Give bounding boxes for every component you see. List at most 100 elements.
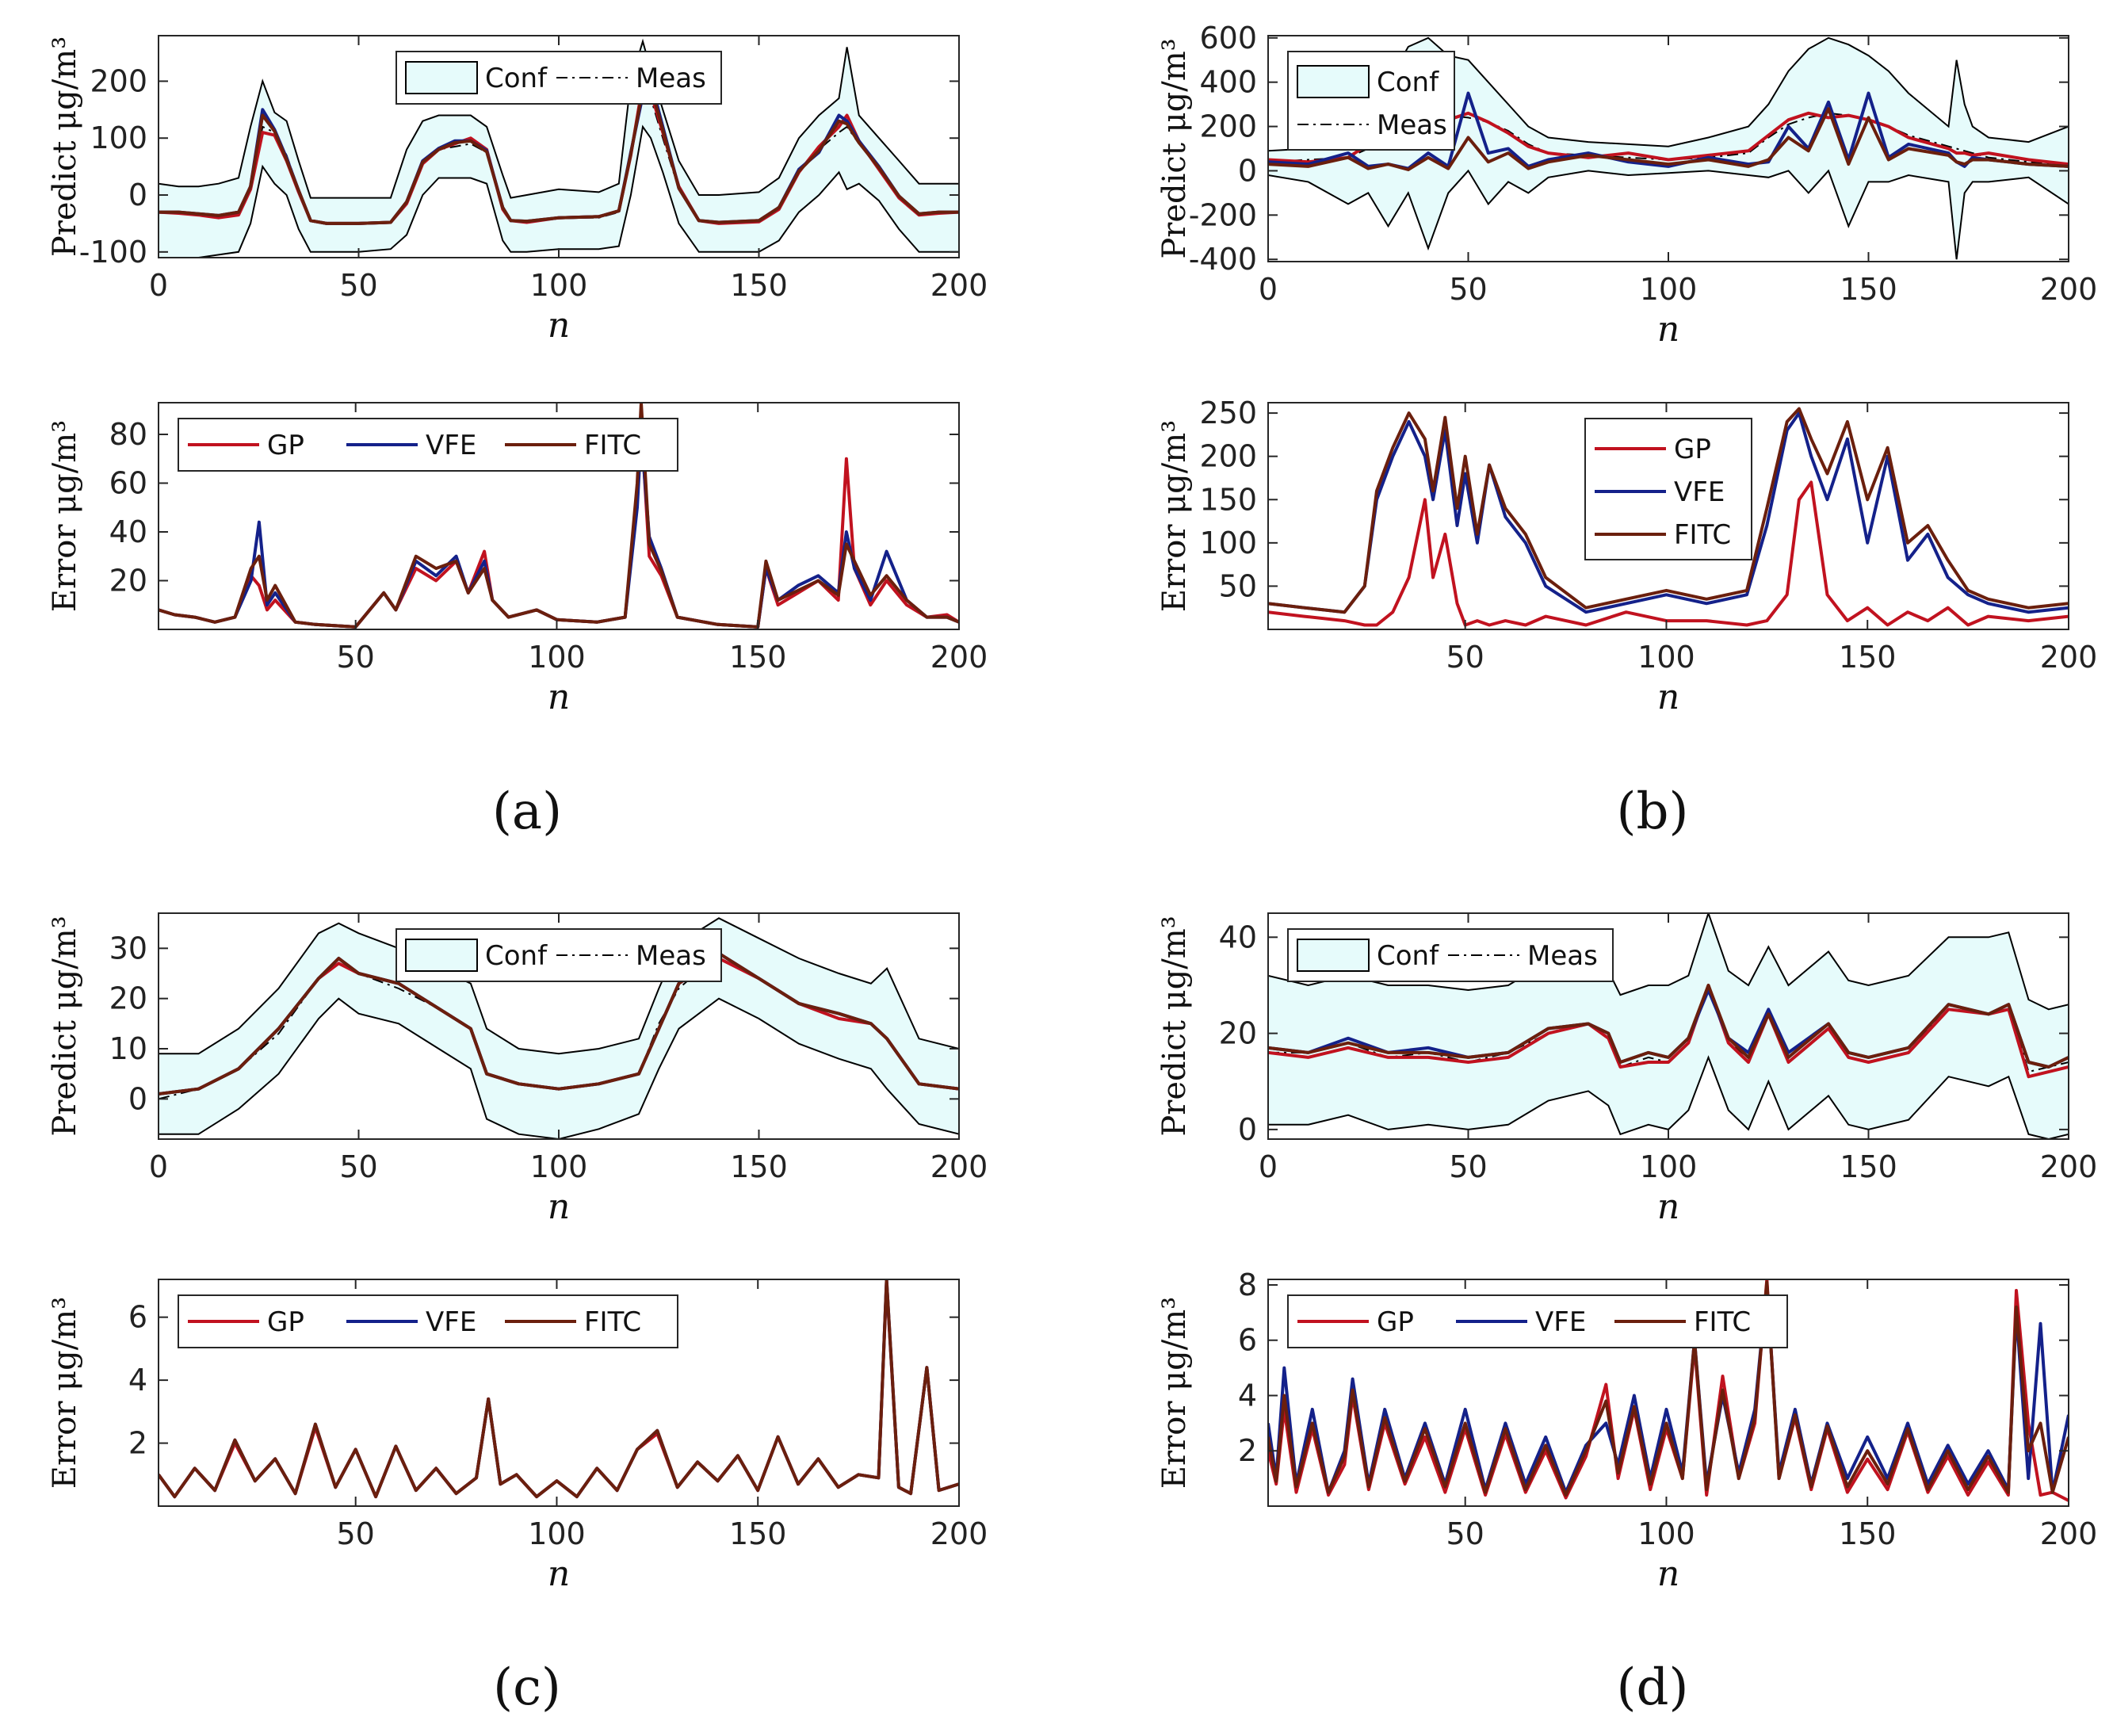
legend-label-meas: Meas — [1527, 940, 1598, 972]
y-tick-label: 4 — [1238, 1378, 1257, 1413]
y-tick-label: 20 — [1219, 1016, 1257, 1051]
legend: Conf Meas — [1287, 928, 1614, 982]
legend-label-conf: Conf — [485, 940, 548, 972]
chart-a-error: 50 100 150 200 20 40 60 80 n Error μg/m³ GP VFE FITC — [47, 402, 988, 717]
legend-swatch-conf — [1297, 65, 1370, 98]
x-tick-label: 50 — [339, 268, 377, 303]
x-tick-label: 100 — [1637, 640, 1695, 675]
x-tick-label: 200 — [930, 1149, 988, 1184]
y-tick-label: 6 — [128, 1300, 147, 1335]
x-tick-label: 100 — [528, 1516, 586, 1551]
legend: Conf Meas — [395, 51, 722, 105]
legend-label-fitc: FITC — [584, 1306, 641, 1338]
legend: GP VFE FITC — [1287, 1294, 1788, 1348]
plot-content — [159, 1279, 959, 1499]
x-tick-label: 100 — [1637, 1516, 1695, 1551]
x-tick-label: 150 — [1839, 640, 1897, 675]
legend-label-vfe: VFE — [426, 430, 476, 461]
legend-label-vfe: VFE — [426, 1306, 476, 1338]
chart-d-error: 50 100 150 200 2 4 6 8 n Error μg/m³ GP VFE FITC — [1156, 1268, 2097, 1594]
series-line-fitc — [159, 1279, 959, 1499]
y-tick-label: 400 — [1199, 65, 1257, 100]
legend-label-conf: Conf — [1377, 940, 1439, 972]
y-tick-label: 0 — [1238, 153, 1257, 188]
y-tick-label: -100 — [79, 235, 147, 270]
x-tick-label: 150 — [729, 640, 787, 675]
legend-label-conf: Conf — [485, 63, 548, 94]
plot-content — [1268, 913, 2069, 1139]
y-tick-label: 0 — [1238, 1112, 1257, 1147]
legend: Conf Meas — [1287, 51, 1455, 151]
series-line-fitc — [1268, 984, 2069, 1069]
y-axis-label: Error μg/m³ — [47, 420, 83, 612]
conf-upper-line — [1268, 913, 2069, 1011]
x-tick-label: 100 — [530, 268, 588, 303]
y-tick-label: 8 — [1238, 1268, 1257, 1302]
y-tick-label: -200 — [1189, 197, 1257, 232]
x-tick-label: 100 — [1640, 272, 1698, 307]
x-tick-label: 150 — [730, 268, 788, 303]
x-tick-label: 100 — [528, 640, 586, 675]
chart-b-predict: 0 50 100 150 200 -400 -200 0 200 400 600 n Predict μ… — [1156, 21, 2097, 350]
plot-content — [1268, 36, 2069, 260]
x-tick-label: 200 — [2040, 1149, 2098, 1184]
y-tick-label: 30 — [109, 931, 147, 966]
conf-band — [159, 41, 959, 258]
legend: GP VFE FITC — [178, 1294, 678, 1348]
chart-d-predict: 0 50 100 150 200 0 20 40 n Predict μg/m³ Conf Meas — [1156, 912, 2098, 1227]
x-tick-label: 50 — [339, 1149, 377, 1184]
legend-label-vfe: VFE — [1535, 1306, 1586, 1338]
panel-label-a: (a) — [492, 782, 562, 841]
series-line-vfe — [1268, 411, 2069, 614]
x-tick-label: 0 — [149, 268, 168, 303]
legend-box — [178, 418, 678, 472]
x-tick-label: 50 — [337, 640, 375, 675]
y-tick-label: 100 — [90, 120, 147, 155]
legend-swatch-conf — [405, 939, 478, 972]
y-axis-label: Predict μg/m³ — [47, 36, 83, 257]
x-tick-label: 200 — [930, 268, 988, 303]
series-line-gp — [1268, 480, 2069, 627]
y-tick-label: 600 — [1199, 21, 1257, 55]
x-tick-label: 50 — [1449, 272, 1487, 307]
x-axis-label: n — [1657, 1554, 1679, 1594]
plot-content — [1268, 1279, 2069, 1502]
panel-label-b: (b) — [1617, 782, 1689, 841]
x-axis-label: n — [548, 677, 570, 717]
y-tick-label: 80 — [109, 417, 147, 452]
x-axis-label: n — [1657, 1187, 1679, 1227]
x-tick-label: 100 — [530, 1149, 588, 1184]
axes-frame — [1267, 402, 2069, 630]
y-tick-label: 200 — [1199, 109, 1257, 144]
y-axis-label: Error μg/m³ — [47, 1297, 83, 1489]
legend-label-fitc: FITC — [1694, 1306, 1751, 1338]
x-axis-label: n — [548, 1554, 570, 1594]
legend: GP VFE FITC — [1584, 418, 1752, 560]
conf-lower-line — [1268, 1055, 2069, 1139]
conf-lower-line — [1268, 169, 2069, 260]
y-tick-label: 10 — [109, 1031, 147, 1066]
x-tick-label: 150 — [730, 1149, 788, 1184]
series-line-fitc — [1268, 407, 2069, 614]
x-tick-label: 50 — [1449, 1149, 1487, 1184]
x-tick-label: 50 — [337, 1516, 375, 1551]
legend-label-fitc: FITC — [1674, 519, 1731, 551]
y-tick-label: 2 — [1238, 1433, 1257, 1468]
x-tick-label: 50 — [1446, 1516, 1484, 1551]
legend: GP VFE FITC — [178, 418, 678, 472]
legend-label-vfe: VFE — [1674, 476, 1725, 508]
panel-label-d: (d) — [1617, 1658, 1689, 1717]
x-axis-label: n — [1657, 309, 1679, 350]
plot-content — [159, 917, 959, 1139]
y-tick-label: 20 — [109, 981, 147, 1016]
y-axis-label: Predict μg/m³ — [1156, 916, 1193, 1136]
plot-content — [159, 38, 959, 258]
series-line-fitc — [159, 403, 959, 629]
y-axis-label: Predict μg/m³ — [1156, 38, 1193, 258]
series-line-fitc — [159, 85, 959, 225]
chart-c-error: 50 100 150 200 2 4 6 n Error μg/m³ GP VFE FITC — [47, 1279, 988, 1594]
legend-label-meas: Meas — [636, 940, 706, 972]
